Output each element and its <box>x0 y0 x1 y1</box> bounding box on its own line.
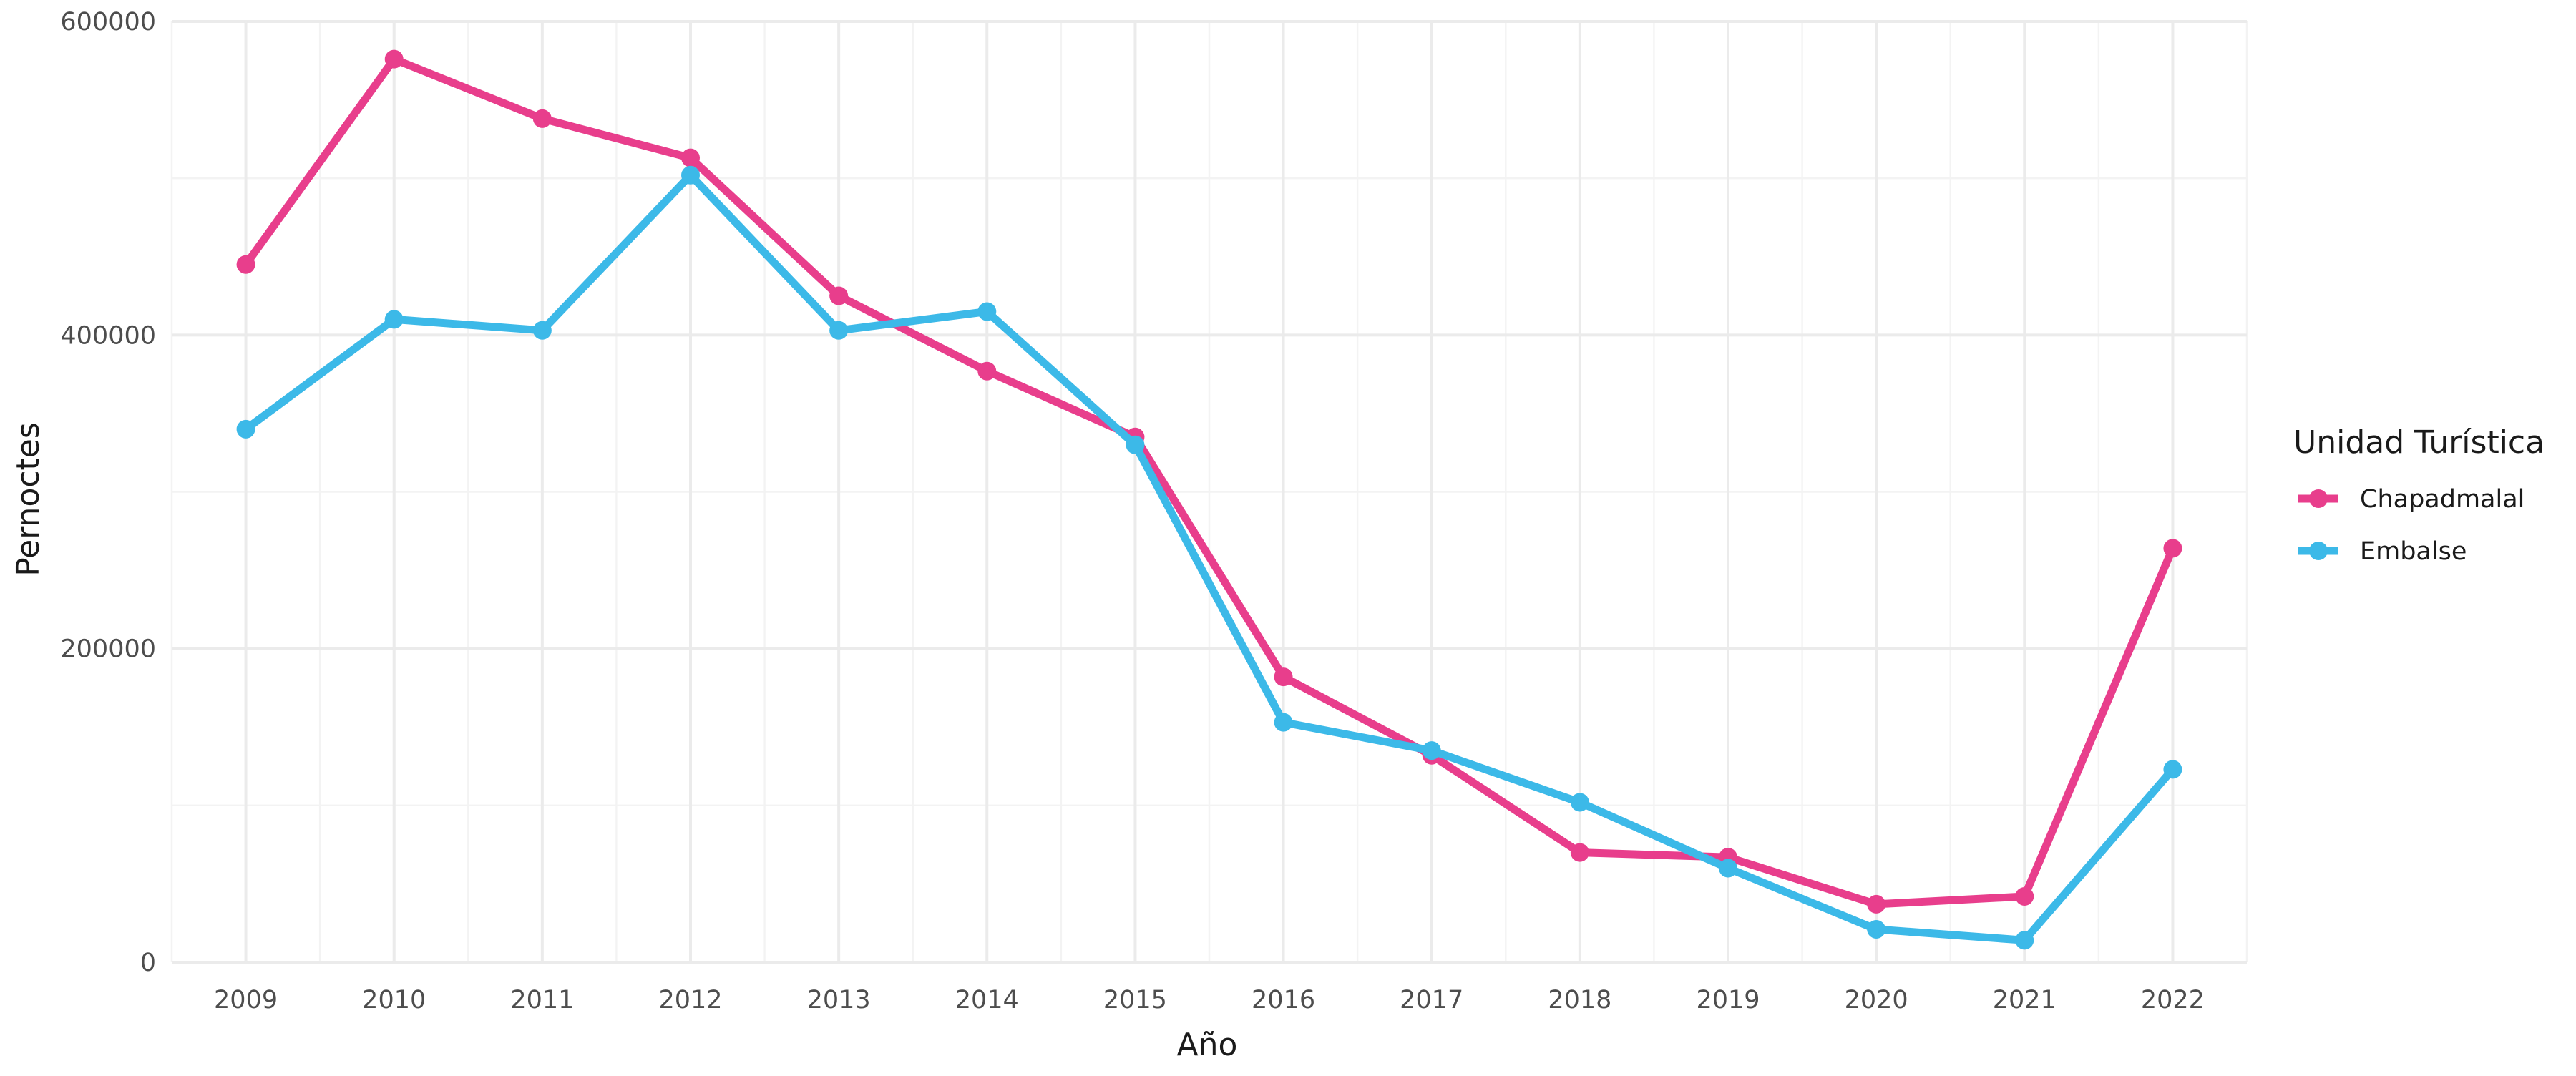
grid <box>170 20 2248 964</box>
data-point <box>532 109 552 128</box>
legend-title: Unidad Turística <box>2293 424 2545 461</box>
x-tick-label: 2014 <box>955 986 1019 1014</box>
y-tick-label: 600000 <box>60 8 156 36</box>
data-point <box>829 321 849 340</box>
data-point <box>681 165 700 185</box>
data-point <box>2163 539 2182 558</box>
data-point <box>384 310 404 329</box>
data-point <box>1422 741 1441 760</box>
x-tick-label: 2011 <box>510 986 574 1014</box>
series-line <box>242 171 2177 944</box>
data-point <box>532 321 552 340</box>
legend-items: Chapadmalal Embalse <box>2298 485 2524 566</box>
legend-label: Embalse <box>2360 537 2467 566</box>
legend-label: Chapadmalal <box>2360 485 2524 514</box>
legend-key-point <box>2309 489 2328 508</box>
x-tick-label: 2021 <box>1993 986 2057 1014</box>
legend-item-chapadmalal: Chapadmalal <box>2298 485 2524 514</box>
data-point <box>2015 886 2034 906</box>
data-point <box>2015 931 2034 950</box>
series-embalse <box>236 165 2182 950</box>
data-point <box>1867 894 1886 914</box>
data-point <box>384 49 404 69</box>
x-tick-label: 2022 <box>2141 986 2205 1014</box>
x-tick-label: 2015 <box>1103 986 1167 1014</box>
data-point <box>1274 667 1293 687</box>
data-point <box>236 419 255 439</box>
x-tick-label: 2019 <box>1696 986 1760 1014</box>
x-tick-label: 2020 <box>1845 986 1908 1014</box>
data-point <box>977 361 997 381</box>
y-tick-label: 200000 <box>60 635 156 664</box>
y-tick-label: 0 <box>140 949 156 977</box>
y-tick-label: 400000 <box>60 321 156 350</box>
data-point <box>2163 760 2182 779</box>
y-axis-title: Pernoctes <box>10 422 47 577</box>
x-axis-title: Año <box>1177 1027 1238 1063</box>
legend-item-embalse: Embalse <box>2298 537 2467 566</box>
y-axis: 0 200000 400000 600000 <box>60 8 156 977</box>
data-point <box>1570 793 1589 812</box>
data-point <box>1867 919 1886 939</box>
legend-key-point <box>2309 542 2328 560</box>
x-tick-label: 2012 <box>658 986 722 1014</box>
x-axis: 2009 2010 2011 2012 2013 2014 2015 2016 2017 2018… <box>214 986 2205 1014</box>
x-tick-label: 2013 <box>807 986 871 1014</box>
x-tick-label: 2009 <box>214 986 278 1014</box>
x-tick-label: 2017 <box>1400 986 1463 1014</box>
series-layer <box>236 49 2182 950</box>
x-tick-label: 2010 <box>362 986 426 1014</box>
x-tick-label: 2018 <box>1548 986 1611 1014</box>
data-point <box>1274 713 1293 732</box>
data-point <box>829 286 849 305</box>
data-point <box>977 302 997 321</box>
data-point <box>1126 435 1145 454</box>
data-point <box>1570 843 1589 862</box>
data-point <box>681 148 700 167</box>
legend: Unidad Turística Chapadmalal Embalse <box>2293 424 2545 566</box>
series-line <box>242 55 2177 909</box>
x-tick-label: 2016 <box>1252 986 1315 1014</box>
data-point <box>236 255 255 274</box>
data-point <box>1719 859 1737 878</box>
